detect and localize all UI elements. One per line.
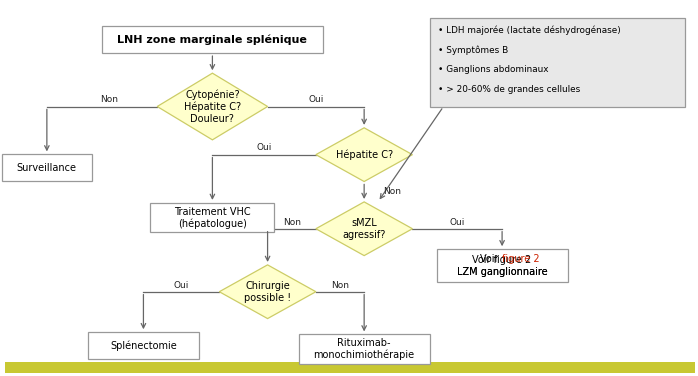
Text: sMZL
agressif?: sMZL agressif?	[343, 218, 386, 240]
Polygon shape	[157, 73, 267, 140]
Text: LNH zone marginale splénique: LNH zone marginale splénique	[117, 35, 307, 45]
Text: Oui: Oui	[174, 280, 189, 290]
Text: Rituximab-
monochimiothérapie: Rituximab- monochimiothérapie	[313, 338, 415, 360]
Polygon shape	[316, 128, 413, 182]
Text: LZM ganglionnaire: LZM ganglionnaire	[456, 267, 547, 277]
Text: Cytopénie?
Hépatite C?
Douleur?: Cytopénie? Hépatite C? Douleur?	[184, 89, 241, 124]
FancyBboxPatch shape	[436, 249, 567, 282]
Polygon shape	[219, 265, 316, 318]
FancyBboxPatch shape	[102, 26, 322, 53]
Text: • > 20-60% de grandes cellules: • > 20-60% de grandes cellules	[438, 85, 580, 94]
Polygon shape	[316, 202, 413, 256]
Text: Splénectomie: Splénectomie	[110, 340, 177, 351]
FancyBboxPatch shape	[430, 18, 685, 106]
FancyBboxPatch shape	[88, 332, 199, 359]
Text: Voir: Voir	[480, 254, 502, 264]
Text: Oui: Oui	[309, 96, 324, 104]
Text: Surveillance: Surveillance	[17, 163, 77, 173]
Text: Oui: Oui	[256, 144, 272, 153]
Text: Non: Non	[331, 280, 349, 290]
Text: Non: Non	[283, 218, 301, 227]
Text: Hépatite C?: Hépatite C?	[336, 149, 393, 160]
Text: Chirurgie
possible !: Chirurgie possible !	[244, 281, 291, 303]
Text: • Ganglions abdominaux: • Ganglions abdominaux	[438, 65, 549, 74]
Text: Non: Non	[100, 96, 118, 104]
FancyBboxPatch shape	[150, 203, 274, 232]
Text: Traitement VHC
(hépatologue): Traitement VHC (hépatologue)	[174, 206, 251, 229]
Text: Non: Non	[383, 187, 401, 196]
Text: figure 2: figure 2	[502, 254, 540, 264]
Text: Voir figure 2
LZM ganglionnaire: Voir figure 2 LZM ganglionnaire	[456, 255, 547, 277]
Text: • LDH majorée (lactate déshydrogénase): • LDH majorée (lactate déshydrogénase)	[438, 26, 621, 35]
FancyBboxPatch shape	[2, 154, 91, 181]
Bar	[6, 362, 695, 373]
Text: • Symptômes B: • Symptômes B	[438, 45, 508, 55]
Text: Oui: Oui	[450, 218, 465, 227]
FancyBboxPatch shape	[299, 334, 430, 364]
